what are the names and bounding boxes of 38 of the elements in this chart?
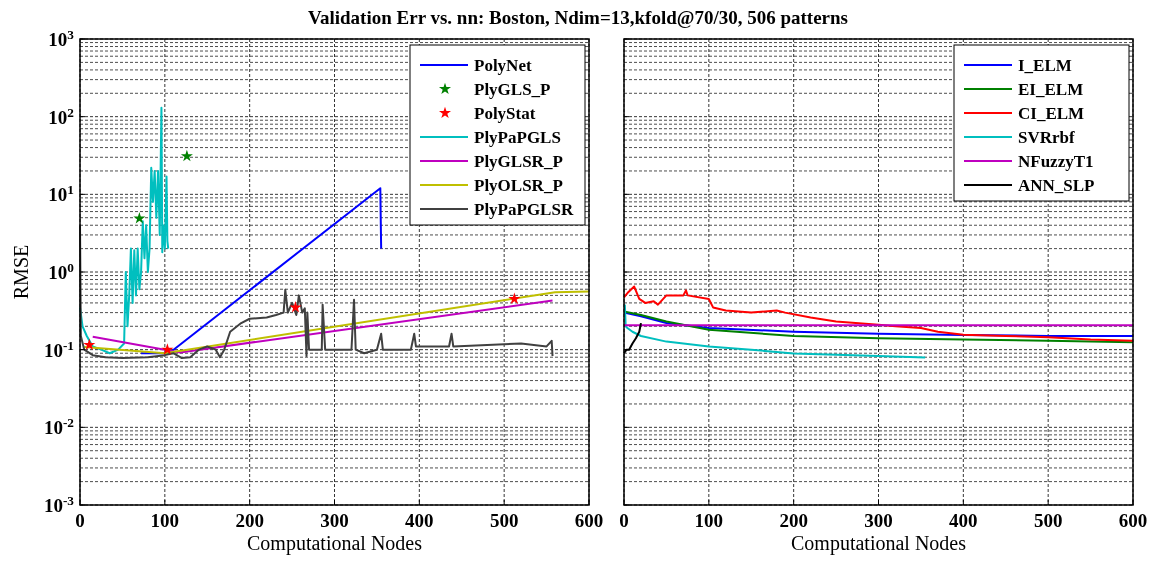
y-tick-label: 10$^{-2}$ [43, 414, 75, 439]
chart-title: Validation Err vs. nn: Boston, Ndim=13,kfold@70/30, 506 patterns [308, 7, 848, 28]
x-tick-label: 100 [694, 510, 724, 531]
x-tick-label: 400 [405, 510, 434, 531]
x-tick-label: 400 [949, 510, 978, 531]
legend-label: PolyNet [474, 56, 532, 75]
x-tick-label: 600 [1118, 510, 1148, 531]
y-tick-label: 10$^{-3}$ [43, 492, 75, 516]
y-tick-label: 10$^{2}$ [48, 104, 75, 128]
y-axis-title: RMSE [10, 244, 32, 300]
legend-label: CI_ELM [1018, 104, 1085, 123]
x-tick-label: 500 [489, 510, 519, 531]
x-axis-title: Computational Nodes [247, 532, 423, 555]
x-tick-label: 600 [574, 510, 604, 531]
x-tick-label: 300 [864, 510, 893, 531]
legend-label: SVRrbf [1018, 128, 1076, 147]
legend-label: PlyGLSR_P [474, 152, 563, 171]
x-axis-title: Computational Nodes [791, 532, 967, 555]
y-tick-label: 10$^{1}$ [48, 181, 74, 206]
legend-label: PlyGLS_P [474, 80, 551, 99]
legend-label: PlyPaPGLS [474, 128, 561, 147]
x-tick-label: 0 [619, 510, 629, 531]
x-tick-label: 100 [150, 510, 180, 531]
x-tick-label: 0 [75, 510, 85, 531]
y-tick-label: 10$^{0}$ [48, 259, 75, 283]
y-tick-label: 10$^{-1}$ [43, 337, 74, 361]
x-tick-label: 300 [320, 510, 349, 531]
legend-label: PlyOLSR_P [474, 176, 563, 195]
x-tick-label: 200 [235, 510, 264, 531]
x-tick-label: 500 [1033, 510, 1063, 531]
y-tick-label: 10$^{3}$ [48, 26, 75, 50]
legend-label: I_ELM [1018, 56, 1072, 75]
x-tick-label: 200 [779, 510, 808, 531]
legend-label: EI_ELM [1018, 80, 1084, 99]
legend-label: NFuzzyT1 [1018, 152, 1094, 171]
legend-label: ANN_SLP [1018, 176, 1095, 195]
legend-label: PlyPaPGLSR [474, 200, 574, 219]
legend-label: PolyStat [474, 104, 536, 123]
